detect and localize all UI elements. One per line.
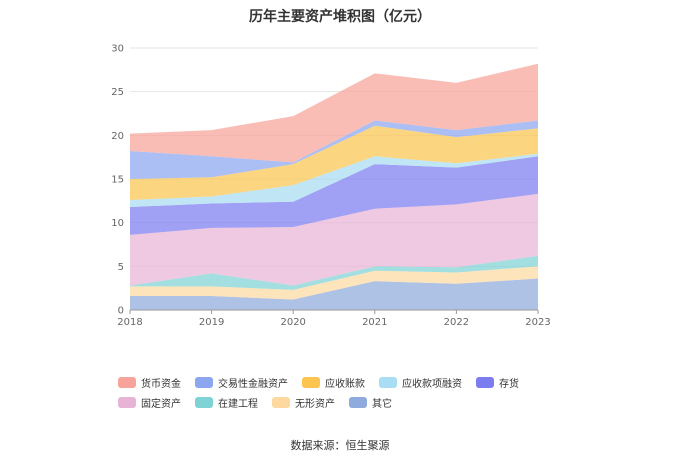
area-series-4 — [130, 156, 538, 235]
y-tick-label-0: 0 — [118, 306, 124, 317]
legend-swatch — [349, 396, 367, 408]
legend-item[interactable]: 无形资产 — [272, 395, 335, 410]
legend-item[interactable]: 交易性金融资产 — [195, 375, 288, 390]
chart-title: 历年主要资产堆积图（亿元） — [249, 9, 431, 25]
legend-item[interactable]: 货币资金 — [118, 375, 181, 390]
y-tick-label-10: 10 — [111, 218, 124, 229]
legend-swatch — [118, 396, 136, 408]
y-tick-label-30: 30 — [111, 44, 124, 55]
area-series-0 — [130, 278, 538, 310]
legend-swatch — [272, 396, 290, 408]
legend-label: 应收款项融资 — [402, 378, 462, 390]
legend-label: 固定资产 — [141, 398, 181, 410]
area-series-7 — [130, 120, 538, 179]
chart-legend: 货币资金 交易性金融资产 应收账款 应收款项融资 存货固定资产 在建工程 无形资产 其它 — [118, 375, 578, 410]
x-tick-label-2022: 2022 — [444, 317, 469, 328]
area-series-5 — [130, 153, 538, 207]
x-tick-label-2020: 2020 — [280, 317, 305, 328]
y-tick-label-5: 5 — [118, 262, 124, 273]
legend-item[interactable]: 在建工程 — [195, 395, 258, 410]
y-tick-label-20: 20 — [111, 131, 124, 142]
legend-label: 应收账款 — [325, 378, 365, 390]
legend-label: 存货 — [499, 378, 519, 390]
legend-item[interactable]: 存货 — [476, 375, 519, 390]
area-series-6 — [130, 125, 538, 200]
area-series-2 — [130, 255, 538, 290]
legend-label: 交易性金融资产 — [218, 378, 288, 390]
legend-swatch — [476, 376, 494, 388]
x-tick-label-2019: 2019 — [199, 317, 224, 328]
legend-label: 货币资金 — [141, 378, 181, 390]
legend-swatch — [195, 396, 213, 408]
legend-swatch — [302, 376, 320, 388]
legend-item[interactable]: 其它 — [349, 395, 392, 410]
area-series-1 — [130, 266, 538, 300]
legend-label: 在建工程 — [218, 398, 258, 410]
legend-item[interactable]: 应收款项融资 — [379, 375, 462, 390]
legend-item[interactable]: 应收账款 — [302, 375, 365, 390]
x-tick-label-2023: 2023 — [525, 317, 550, 328]
data-source-note: 数据来源：恒生聚源 — [290, 439, 390, 452]
legend-swatch — [379, 376, 397, 388]
x-tick-label-2021: 2021 — [362, 317, 387, 328]
x-tick-label-2018: 2018 — [117, 317, 142, 328]
area-series-3 — [130, 193, 538, 286]
legend-item[interactable]: 固定资产 — [118, 395, 181, 410]
legend-label: 其它 — [372, 398, 392, 410]
legend-swatch — [195, 376, 213, 388]
legend-swatch — [118, 376, 136, 388]
y-tick-label-15: 15 — [111, 175, 124, 186]
legend-label: 无形资产 — [295, 398, 335, 410]
y-tick-label-25: 25 — [111, 87, 124, 98]
area-series-8 — [130, 63, 538, 163]
